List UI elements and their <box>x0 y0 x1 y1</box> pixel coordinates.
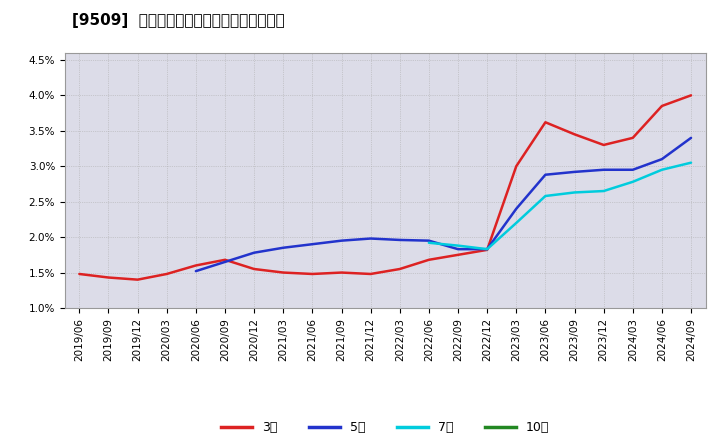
Legend: 3年, 5年, 7年, 10年: 3年, 5年, 7年, 10年 <box>221 422 549 434</box>
Text: [9509]  経常利益マージンの標準偏差の推移: [9509] 経常利益マージンの標準偏差の推移 <box>72 13 284 28</box>
